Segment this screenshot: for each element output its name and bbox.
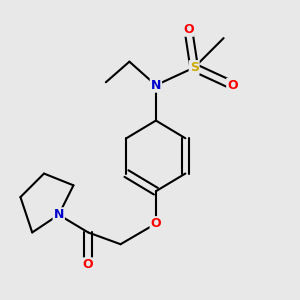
Text: O: O — [183, 23, 194, 36]
Text: O: O — [83, 258, 94, 271]
Text: O: O — [151, 217, 161, 230]
Text: N: N — [151, 79, 161, 92]
Text: S: S — [190, 61, 199, 74]
Text: O: O — [227, 79, 238, 92]
Text: N: N — [53, 208, 64, 221]
